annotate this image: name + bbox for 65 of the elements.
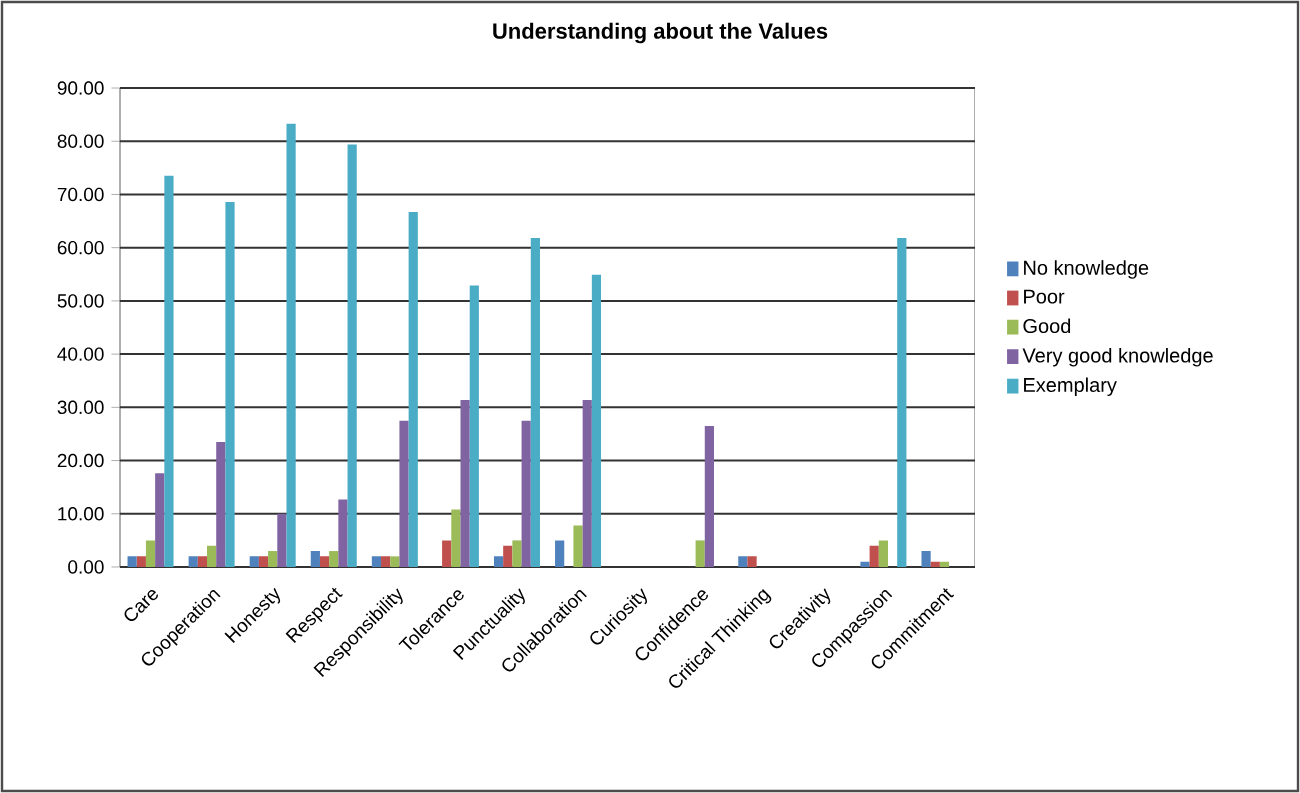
bar: [329, 551, 339, 567]
bar: [493, 556, 504, 567]
bar: [225, 201, 235, 567]
bar: [939, 561, 950, 567]
bar: [399, 420, 409, 567]
bar: [469, 285, 479, 567]
bar: [878, 540, 888, 567]
bar: [503, 545, 513, 567]
bar: [347, 144, 357, 567]
bar: [338, 499, 348, 567]
y-tick-label: 0.00: [68, 560, 104, 574]
bar: [310, 551, 320, 567]
y-tick-label: 30.00: [57, 400, 104, 415]
y-tick-label: 40.00: [57, 347, 104, 361]
bar: [188, 556, 198, 567]
bar: [207, 545, 217, 567]
y-tick-label: 60.00: [57, 240, 104, 255]
bar: [136, 556, 146, 567]
y-tick-label: 90.00: [57, 81, 104, 95]
bar: [268, 551, 278, 567]
bar: [747, 556, 757, 567]
bar: [930, 561, 940, 567]
bar: [921, 551, 931, 567]
bar: [512, 540, 522, 567]
bar: [591, 274, 602, 567]
bar: [371, 556, 382, 567]
bar: [286, 123, 296, 567]
legend-label: No knowledge: [1024, 260, 1149, 279]
legend-label: Very good knowledge: [1022, 347, 1213, 367]
bar: [127, 556, 137, 567]
y-tick-label: 50.00: [57, 294, 104, 308]
bar: [216, 441, 226, 567]
bar: [704, 425, 714, 567]
bar: [155, 473, 165, 567]
legend-label: Poor: [1024, 289, 1065, 304]
bar: [145, 540, 156, 567]
bar: [319, 556, 330, 567]
bar: [381, 556, 391, 567]
y-tick-label: 80.00: [57, 134, 104, 148]
y-tick-label: 10.00: [58, 507, 104, 521]
bar: [521, 420, 531, 567]
bar: [197, 556, 208, 567]
bar: [249, 556, 259, 567]
bar: [869, 545, 879, 567]
bar: [860, 561, 870, 567]
bar: [738, 556, 748, 567]
bar: [390, 556, 400, 567]
bar: [277, 513, 287, 567]
bar: [897, 238, 907, 567]
bar: [164, 175, 174, 567]
bar: [258, 556, 269, 567]
y-tick-label: 20.00: [57, 453, 104, 468]
bar: [451, 509, 461, 567]
bar: [695, 540, 705, 567]
bar: [582, 399, 592, 567]
legend-label: Good: [1023, 318, 1071, 334]
bar: [460, 399, 470, 567]
bar: [408, 212, 418, 567]
chart-title: Understanding about the Values: [493, 22, 828, 44]
bar: [573, 525, 583, 567]
bar: [530, 238, 540, 567]
y-tick-label: 70.00: [57, 187, 104, 202]
legend-label: Exemplary: [1024, 377, 1117, 397]
bar: [555, 540, 565, 567]
bar: [442, 540, 452, 567]
